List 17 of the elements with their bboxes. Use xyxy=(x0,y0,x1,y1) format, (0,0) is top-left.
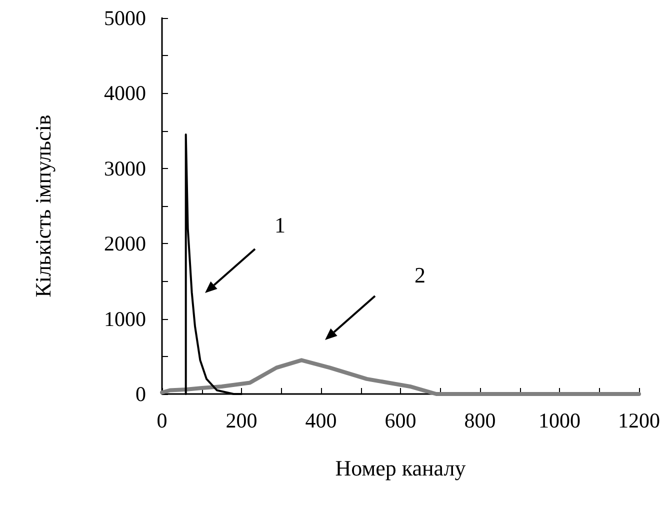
y-tick-label: 4000 xyxy=(104,81,146,106)
y-tick-label: 3000 xyxy=(104,156,146,180)
x-tick-label: 800 xyxy=(464,408,496,432)
y-tick-label: 2000 xyxy=(104,232,146,256)
y-tick-label: 1000 xyxy=(104,306,146,331)
annotation: 1 xyxy=(274,212,286,238)
x-tick-label: 200 xyxy=(226,408,258,432)
x-axis-title: Номер каналу xyxy=(335,456,466,480)
x-tick-label: 1000 xyxy=(538,408,580,432)
y-tick-label: 0 xyxy=(136,382,146,406)
x-tick-label: 1200 xyxy=(618,408,660,432)
x-tick-label: 0 xyxy=(156,408,168,432)
y-tick-label: 5000 xyxy=(104,6,146,30)
x-tick-label: 400 xyxy=(305,408,337,432)
y-axis-title: Кількість імпульсів xyxy=(30,114,56,298)
annotation: 2 xyxy=(414,262,426,288)
x-tick-label: 600 xyxy=(384,408,416,432)
